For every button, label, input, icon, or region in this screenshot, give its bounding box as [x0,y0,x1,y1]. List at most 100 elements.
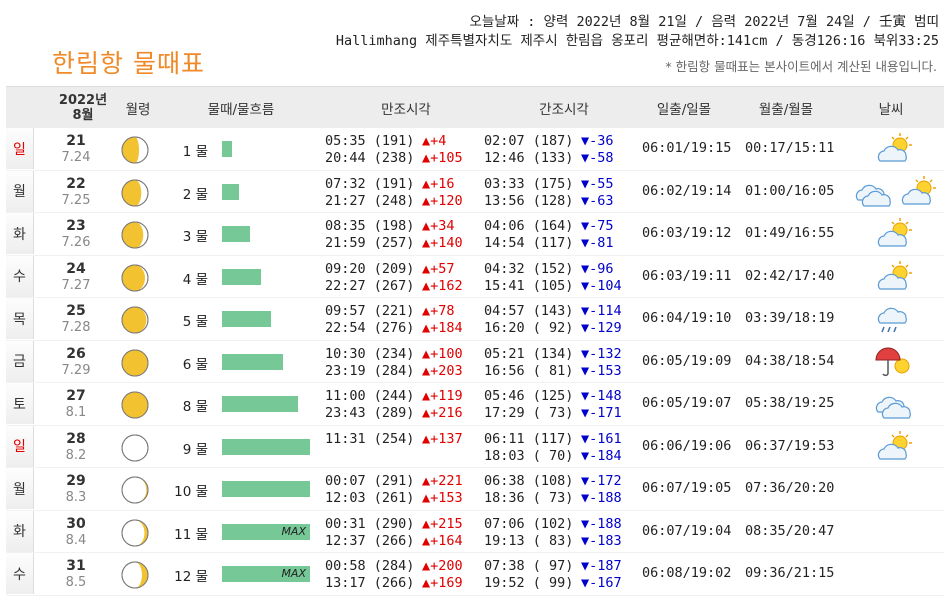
moonrise-moonset: 01:00/16:05 [745,182,835,199]
tide-flow-bar [222,396,298,412]
tide-number: 10 물 [174,484,208,500]
high-tide-2: 12:03 (261) [325,490,415,506]
high-tide-2: 23:43 (289) [325,405,415,421]
tide-number: 4 물 [182,271,208,288]
low-tide-1-change: ▼-132 [581,345,622,362]
high-tide-2: 22:27 (267) [325,277,415,294]
moonrise-moonset: 03:39/18:19 [745,310,835,326]
low-tide-2-change: ▼-81 [581,235,614,251]
tide-number: 9 물 [182,441,208,458]
weekday-cell: 일 [6,128,34,169]
tide-flow-bar: MAX [222,566,310,582]
max-label: MAX [281,524,306,538]
high-tide-1-change: ▲+78 [422,303,455,319]
sunrise-sunset: 06:01/19:15 [642,140,732,156]
tide-flow-bar [222,481,310,497]
tide-flow-bar [222,268,261,285]
high-tide-1: 00:31 (290) [325,515,415,532]
tide-flow-bar [222,183,239,200]
moon-phase-icon [121,136,149,164]
moon-phase-icon [121,179,149,207]
low-tide-1: 04:57 (143) [484,303,574,319]
partly-cloudy-icon [896,174,938,212]
high-tide-2-change: ▲+153 [422,490,463,506]
high-tide-2-change: ▲+169 [422,575,463,591]
sunrise-sunset: 06:07/19:04 [642,522,732,539]
header-moon-age: 월령 [125,102,151,118]
solar-day: 23 [66,218,86,234]
moonrise-moonset: 04:38/18:54 [745,352,835,369]
high-tide-1-change: ▲+221 [422,473,463,489]
sunrise-sunset: 06:07/19:05 [642,480,732,496]
high-tide-2-change: ▲+120 [422,192,463,209]
header-year-month: 2022년 8월 [6,87,154,129]
sunrise-sunset: 06:03/19:11 [642,267,732,284]
moon-phase-icon [121,561,149,589]
partly-cloudy-icon [872,429,914,467]
table-row: 토 27 8.1 8 물 11:00 (244) ▲+119 23:43 (28… [6,383,944,426]
partly-cloudy-icon [872,131,914,169]
moon-phase-icon [121,349,149,377]
high-tide-1: 07:32 (191) [325,175,415,192]
low-tide-2: 15:41 (105) [484,277,574,294]
low-tide-2-change: ▼-104 [581,277,622,294]
low-tide-1: 04:32 (152) [484,260,574,277]
sunrise-sunset: 06:06/19:06 [642,437,732,454]
partly-cloudy-icon [872,259,914,297]
high-tide-1-change: ▲+16 [422,175,455,192]
low-tide-1: 07:06 (102) [484,515,574,532]
moon-phase-icon [121,264,149,292]
moonrise-moonset: 07:36/20:20 [745,480,835,496]
low-tide-1-change: ▼-55 [581,175,614,192]
weekday-cell: 화 [6,213,34,254]
tide-flow-bar [222,226,250,242]
header-high-tide: 만조시각 [381,102,431,118]
high-tide-2-change: ▲+162 [422,277,463,294]
low-tide-2-change: ▼-188 [581,490,622,506]
tide-table: 2022년 8월 월령 물때/물흐름 만조시각 간조시각 일출/일몰 월출/월몰… [6,86,944,596]
tide-number: 8 물 [182,399,208,415]
low-tide-1: 03:33 (175) [484,175,574,192]
tide-flow-bar [222,141,232,157]
page-title: 한림항 물때표 [52,49,205,78]
cloudy-icon [872,386,914,424]
moonrise-moonset: 08:35/20:47 [745,522,835,539]
moonrise-moonset: 02:42/17:40 [745,267,835,284]
low-tide-1: 06:38 (108) [484,473,574,489]
weekday-cell: 목 [6,298,34,339]
low-tide-2: 16:20 ( 92) [484,320,574,336]
low-tide-1: 06:11 (117) [484,430,574,447]
table-row: 화 30 8.4 11 물 MAX 00:31 (290) ▲+215 12:3… [6,510,944,553]
sunrise-sunset: 06:08/19:02 [642,565,732,581]
lunar-date: 7.29 [61,362,91,378]
low-tide-1-change: ▼-114 [581,303,622,319]
moon-phase-icon [121,434,149,462]
high-tide-1-change: ▲+57 [422,260,455,277]
header-moonrise-moonset: 월출/월몰 [758,102,814,118]
low-tide-2: 19:52 ( 99) [484,575,574,591]
low-tide-1-change: ▼-75 [581,218,614,234]
tide-flow-bar [222,353,283,370]
lunar-date: 8.4 [65,532,87,548]
tide-flow-bar [222,438,310,455]
solar-day: 26 [66,345,86,362]
lunar-date: 7.28 [61,320,91,335]
table-header: 2022년 8월 월령 물때/물흐름 만조시각 간조시각 일출/일몰 월출/월몰… [6,86,944,128]
low-tide-2: 13:56 (128) [484,192,574,209]
high-tide-1: 11:31 (254) [325,430,415,447]
umbrella-sun-icon [872,344,914,382]
solar-day: 30 [66,515,86,532]
sunrise-sunset: 06:05/19:09 [642,352,732,369]
high-tide-2-change: ▲+184 [422,320,463,336]
table-row: 목 25 7.28 5 물 09:57 (221) ▲+78 22:54 (27… [6,298,944,341]
low-tide-1-change: ▼-188 [581,515,622,532]
low-tide-1: 07:38 ( 97) [484,558,574,574]
low-tide-2: 12:46 (133) [484,150,574,166]
table-row: 월 29 8.3 10 물 00:07 (291) ▲+221 12:03 (2… [6,468,944,511]
high-tide-1-change: ▲+4 [422,133,447,149]
high-tide-2-change: ▲+140 [422,235,463,251]
weekday-cell: 금 [6,340,34,382]
moonrise-moonset: 01:49/16:55 [745,225,835,241]
high-tide-1-change: ▲+137 [422,430,463,447]
low-tide-1: 05:46 (125) [484,388,574,404]
